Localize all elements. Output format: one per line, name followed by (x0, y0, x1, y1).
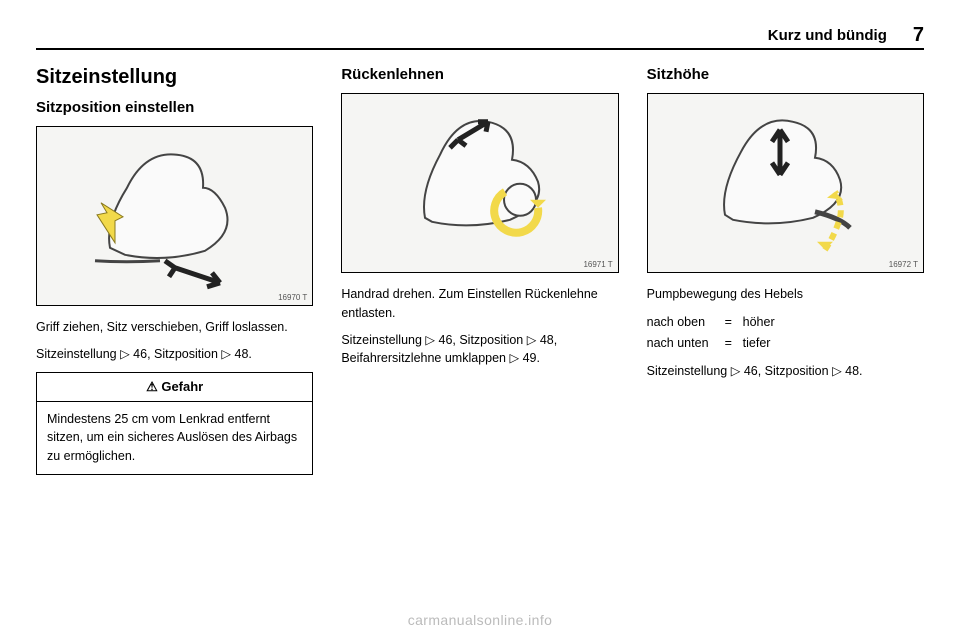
column-2: Rückenlehnen 16971 T Handrad drehen. Zum… (341, 66, 618, 475)
col1-img-number: 16970 T (278, 293, 307, 302)
danger-body: Mindestens 25 cm vom Lenkrad entfernt si… (37, 402, 312, 474)
def-val: höher (743, 312, 775, 333)
content-columns: Sitzeinstellung Sitzposition einstellen … (36, 66, 924, 475)
table-row: nach unten = tiefer (647, 333, 924, 354)
danger-title: ⚠ Gefahr (37, 373, 312, 402)
def-key: nach unten (647, 333, 725, 354)
col2-illustration: 16971 T (341, 93, 618, 273)
col3-heading: Sitzhöhe (647, 66, 924, 83)
col3-text-2: Sitzeinstellung ▷ 46, Sitzposition ▷ 48. (647, 362, 924, 381)
seat-height-icon (675, 100, 895, 260)
col2-img-number: 16971 T (583, 260, 612, 269)
col1-text-1: Griff ziehen, Sitz verschieben, Griff lo… (36, 318, 313, 337)
def-eq: = (725, 333, 743, 354)
def-val: tiefer (743, 333, 771, 354)
header-section: Kurz und bündig (768, 27, 887, 44)
col1-text-2: Sitzeinstellung ▷ 46, Sitzposition ▷ 48. (36, 345, 313, 364)
seat-position-icon (65, 133, 285, 293)
col2-text-2: Sitzeinstellung ▷ 46, Sitzposition ▷ 48,… (341, 331, 618, 369)
col3-text-1: Pumpbewegung des Hebels (647, 285, 924, 304)
col2-text-1: Handrad drehen. Zum Einstellen Rü­ckenle… (341, 285, 618, 323)
def-eq: = (725, 312, 743, 333)
manual-page: Kurz und bündig 7 Sitzeinstellung Sitzpo… (0, 0, 960, 642)
watermark: carmanualsonline.info (408, 612, 553, 628)
col2-heading: Rückenlehnen (341, 66, 618, 83)
table-row: nach oben = höher (647, 312, 924, 333)
header-page-number: 7 (913, 24, 924, 47)
col1-illustration: 16970 T (36, 126, 313, 306)
column-3: Sitzhöhe 16972 T Pumpbewegung des Hebels (647, 66, 924, 475)
danger-box: ⚠ Gefahr Mindestens 25 cm vom Lenkrad en… (36, 372, 313, 475)
page-header: Kurz und bündig 7 (36, 22, 924, 50)
seat-backrest-icon (370, 100, 590, 260)
def-key: nach oben (647, 312, 725, 333)
col1-heading: Sitzeinstellung (36, 66, 313, 89)
column-1: Sitzeinstellung Sitzposition einstellen … (36, 66, 313, 475)
col3-illustration: 16972 T (647, 93, 924, 273)
col1-subheading: Sitzposition einstellen (36, 99, 313, 116)
col3-img-number: 16972 T (889, 260, 918, 269)
col3-definition-table: nach oben = höher nach unten = tiefer (647, 312, 924, 355)
